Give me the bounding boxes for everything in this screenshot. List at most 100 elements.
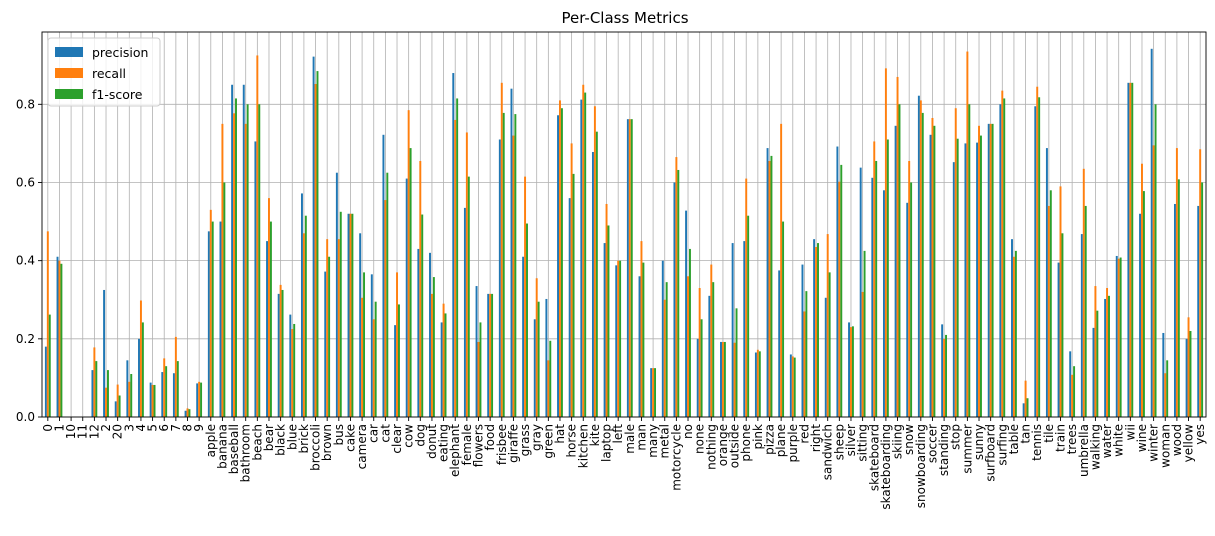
bar-f1-score-kite xyxy=(595,131,598,417)
bar-recall-umbrella xyxy=(1082,168,1085,417)
bar-recall-9 xyxy=(198,381,201,417)
x-tick-label: baseball xyxy=(227,424,241,474)
bar-precision-standing xyxy=(941,324,944,417)
x-tick-label: dog xyxy=(413,424,427,447)
bar-f1-score-cake xyxy=(351,213,354,417)
x-tick-label: green xyxy=(541,424,555,459)
bar-precision-pizza xyxy=(766,148,769,417)
bar-recall-pizza xyxy=(768,160,771,417)
bar-f1-score-yes xyxy=(1201,182,1204,417)
x-tick-label: wii xyxy=(1123,424,1137,440)
bar-recall-kitchen xyxy=(582,84,585,418)
bar-recall-kite xyxy=(593,106,596,417)
bar-precision-sandwich xyxy=(824,297,827,417)
bar-precision-brick xyxy=(300,193,303,417)
x-tick-label: summer xyxy=(960,424,974,474)
bar-f1-score-hat xyxy=(560,108,563,418)
bar-f1-score-tile xyxy=(1049,190,1052,417)
bar-precision-tan xyxy=(1022,403,1025,417)
bar-recall-metal xyxy=(663,299,666,417)
bar-recall-phone xyxy=(745,178,748,417)
bar-precision-beach xyxy=(254,141,257,417)
bar-precision-snowboarding xyxy=(917,95,920,417)
bar-f1-score-wii xyxy=(1131,82,1134,417)
bar-recall-laptop xyxy=(605,203,608,417)
bar-f1-score-elephant xyxy=(456,98,459,417)
bar-f1-score-baseball xyxy=(235,98,237,417)
legend-swatch-f1-score xyxy=(55,89,83,99)
x-tick-label: sheep xyxy=(832,424,846,460)
bar-precision-camera xyxy=(359,233,362,417)
x-tick-label: red xyxy=(797,424,811,444)
bar-precision-snow xyxy=(906,202,909,417)
x-tick-label: none xyxy=(693,424,707,454)
bar-recall-hat xyxy=(559,100,561,418)
x-tick-label: male xyxy=(623,424,637,454)
x-tick-label: pink xyxy=(751,424,765,450)
x-tick-label: broccoli xyxy=(309,424,323,471)
bar-f1-score-tennis xyxy=(1038,97,1041,417)
bar-precision-brown xyxy=(324,271,327,417)
bar-recall-wine xyxy=(1141,163,1143,417)
bar-recall-right xyxy=(815,246,818,417)
bar-precision-7 xyxy=(172,373,175,417)
bar-recall-sitting xyxy=(861,291,864,417)
bar-f1-score-stop xyxy=(956,138,959,418)
x-tick-label: flowers xyxy=(472,424,486,467)
bar-f1-score-male xyxy=(630,119,633,417)
x-tick-label: beach xyxy=(250,424,264,461)
x-tick-label: gray xyxy=(530,424,544,451)
bar-recall-7 xyxy=(174,336,177,417)
x-tick-label: white xyxy=(1112,424,1126,457)
bar-recall-4 xyxy=(139,300,142,417)
bar-f1-score-yellow xyxy=(1189,331,1192,417)
bar-precision-cow xyxy=(405,178,408,417)
bar-precision-2 xyxy=(103,289,106,417)
bar-precision-grass xyxy=(522,256,525,417)
bar-precision-soccer xyxy=(929,134,932,418)
x-tick-label: 2 xyxy=(99,424,113,432)
bar-precision-0 xyxy=(44,346,47,417)
bar-f1-score-brick xyxy=(304,215,307,417)
bar-precision-hat xyxy=(557,115,560,417)
bar-precision-skateboarding xyxy=(882,190,885,417)
bar-f1-score-broccoli xyxy=(316,71,319,417)
bar-precision-water xyxy=(1104,298,1107,417)
bar-recall-water xyxy=(1106,288,1109,417)
x-tick-label: eating xyxy=(437,424,451,462)
y-tick-label: 0.6 xyxy=(16,175,35,189)
bar-f1-score-banana xyxy=(223,182,226,417)
bar-f1-score-female xyxy=(467,176,470,417)
bar-f1-score-3 xyxy=(130,374,133,417)
x-tick-label: silver xyxy=(844,424,858,456)
bar-f1-score-snowboarding xyxy=(921,112,924,417)
bar-f1-score-many xyxy=(654,368,657,417)
x-tick-label: bathroom xyxy=(239,424,253,482)
bar-f1-score-purple xyxy=(793,357,796,417)
bar-recall-many xyxy=(652,368,655,417)
bar-recall-2 xyxy=(105,387,107,417)
bar-f1-score-camera xyxy=(363,272,366,417)
bar-precision-black xyxy=(277,293,280,417)
bar-f1-score-donut xyxy=(432,277,435,417)
bar-f1-score-pink xyxy=(758,351,761,417)
bar-precision-wine xyxy=(1139,213,1142,417)
bar-f1-score-left xyxy=(619,260,622,417)
bar-f1-score-train xyxy=(1061,233,1064,417)
bar-recall-tan xyxy=(1024,380,1027,417)
bar-precision-laptop xyxy=(603,243,606,417)
bar-f1-score-skateboarding xyxy=(886,139,889,417)
bar-precision-trees xyxy=(1069,351,1072,417)
x-tick-label: tile xyxy=(1042,424,1056,443)
bar-recall-surfing xyxy=(1001,90,1004,417)
bar-recall-giraffe xyxy=(512,135,515,417)
bar-precision-horse xyxy=(568,198,571,417)
bar-f1-score-soccer xyxy=(933,125,936,418)
bar-recall-red xyxy=(803,311,806,417)
bar-f1-score-no xyxy=(688,248,691,417)
x-tick-label: walking xyxy=(1088,424,1102,470)
bar-recall-5 xyxy=(151,384,154,417)
x-tick-label: 1 xyxy=(52,424,66,432)
x-tick-label: train xyxy=(1054,424,1068,452)
bar-f1-score-winter xyxy=(1154,104,1157,418)
